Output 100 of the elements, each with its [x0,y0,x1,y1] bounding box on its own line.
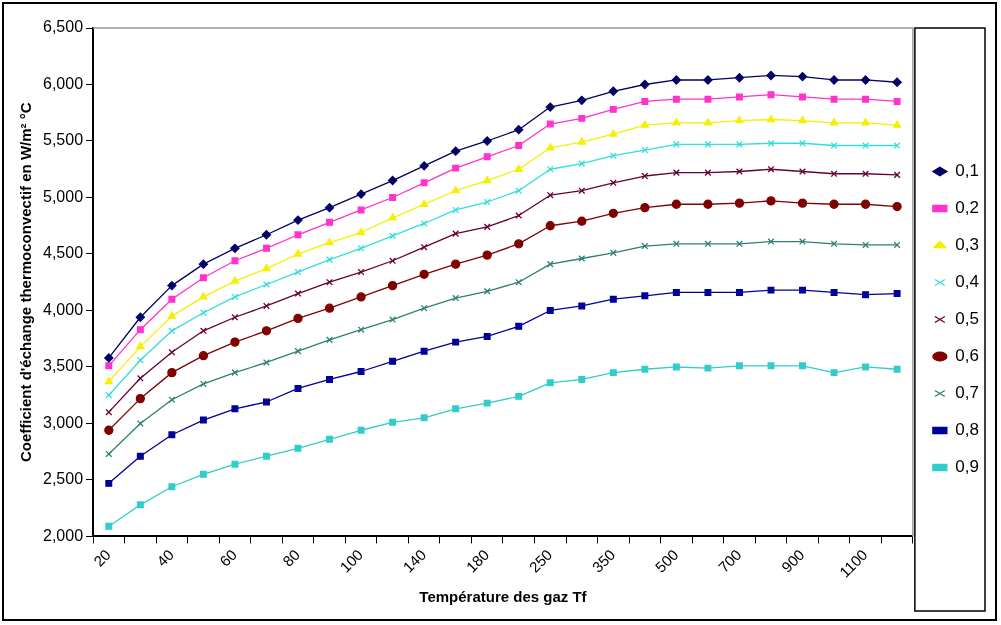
point [893,142,901,149]
point [168,431,176,439]
point [199,309,207,317]
point [387,280,398,291]
point [167,280,177,291]
point [483,153,491,161]
point [451,259,461,269]
point [419,161,429,171]
point [515,322,523,330]
point [704,288,712,296]
point [356,227,366,236]
point [357,368,365,375]
point [357,244,365,252]
point [609,179,617,187]
point [798,116,807,124]
point [766,114,776,123]
legend-label: 0,5 [955,309,980,329]
x-tick-label: 700 [714,545,745,576]
point [199,274,207,282]
point [797,198,808,208]
point [515,142,523,149]
point [640,79,650,90]
point [830,240,838,248]
legend-label: 0,8 [955,420,980,440]
y-tick-label: 6,000 [42,74,84,92]
point [861,118,870,126]
point [829,199,839,209]
point [135,312,145,322]
point [482,250,492,260]
point [198,259,209,269]
point [767,286,775,294]
x-tick-label: 40 [153,545,177,570]
x-tick-label: 20 [90,545,114,570]
point [389,357,397,365]
point [672,363,680,371]
x-tick-label: 350 [588,545,619,576]
point [609,105,617,113]
point [862,95,870,103]
y-tick-label: 4,500 [42,244,84,262]
point [578,302,586,310]
point [767,238,775,246]
point [389,232,397,240]
point [578,255,586,262]
point [703,118,713,126]
point [514,239,524,249]
point [105,450,113,458]
point [198,351,209,361]
point [167,311,176,319]
point [514,125,524,135]
point [293,313,303,324]
point [892,201,902,212]
point [546,260,554,268]
point [545,102,555,112]
point [546,120,554,128]
point [261,230,272,240]
point [326,375,334,383]
point [389,418,397,426]
point [105,479,113,487]
point [419,269,429,279]
y-tick-label: 5,500 [42,131,84,149]
point [420,179,428,187]
point [703,75,713,85]
point [862,291,870,299]
point [767,165,775,173]
point [893,290,901,298]
point [735,93,743,101]
point [672,288,680,296]
point [578,160,586,168]
point [199,380,207,388]
point [136,341,145,350]
point [388,213,397,221]
point [325,238,334,246]
point [452,405,460,413]
point [892,120,902,128]
point [860,75,871,85]
point [704,364,712,372]
point [356,189,366,199]
point [830,288,838,296]
x-tick-label: 80 [279,545,304,570]
point [324,303,335,313]
point [199,416,207,424]
point [452,338,460,346]
point [640,120,649,128]
point [136,356,144,364]
point [261,326,272,336]
point [862,363,870,371]
point [230,337,240,347]
point [640,203,650,213]
point [641,242,649,250]
point [420,414,428,422]
point [893,365,901,373]
point [262,244,270,252]
point [860,199,871,209]
point [136,452,144,460]
legend-label: 0,2 [955,198,980,218]
point [735,116,744,124]
point [671,75,682,85]
point [672,95,680,103]
point [672,240,680,248]
point [105,522,113,530]
